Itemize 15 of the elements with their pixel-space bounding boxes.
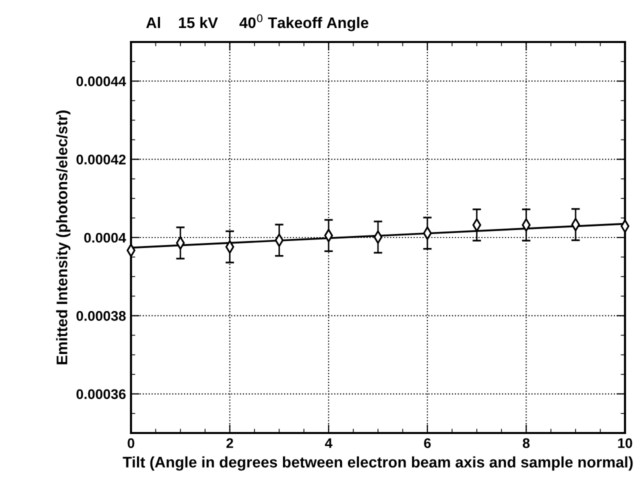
x-tick-label: 10 xyxy=(618,438,632,448)
point xyxy=(274,234,284,247)
y-tick-label: 0.00044 xyxy=(76,76,126,86)
y-tick-label: 0.00036 xyxy=(76,389,126,400)
y-tick-label: 0.00042 xyxy=(76,154,126,164)
x-axis-title: Tilt (Angle in degrees between electron beam axis and sample normal) xyxy=(122,456,633,471)
x-tick-label: 4 xyxy=(324,438,332,448)
y-tick-label: 0.0004 xyxy=(84,232,126,243)
y-tick-label: 0.00038 xyxy=(76,311,126,321)
x-tick-label: 8 xyxy=(522,438,530,448)
chart-title: Al 15 kV 40$^{0}$ Takeoff Angle xyxy=(146,14,368,32)
x-tick-label: 0 xyxy=(128,438,134,448)
x-tick-label: 6 xyxy=(424,438,431,448)
x-tick-label: 2 xyxy=(226,438,234,448)
y-axis-title: Emitted Intensity (photons/elec/str) xyxy=(56,110,70,364)
